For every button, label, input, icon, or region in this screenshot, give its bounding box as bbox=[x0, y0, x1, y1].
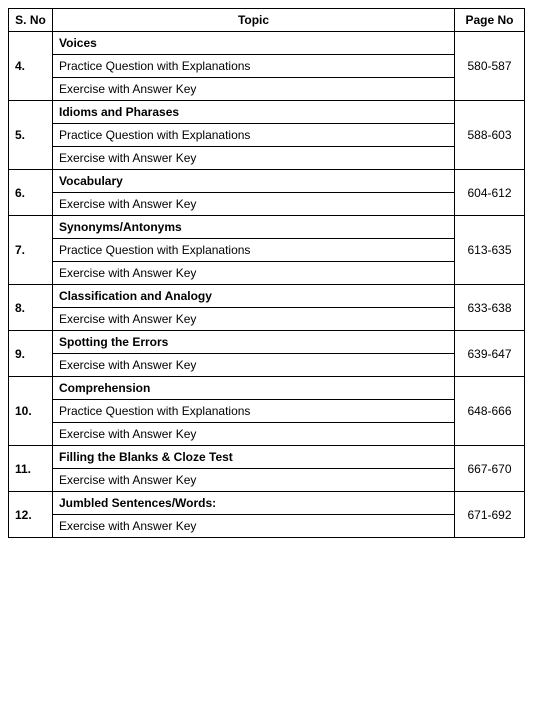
page-cell: 633-638 bbox=[455, 285, 525, 331]
topic-cell: Filling the Blanks & Cloze Test bbox=[53, 446, 455, 469]
table-row: 10.Comprehension648-666 bbox=[9, 377, 525, 400]
header-topic: Topic bbox=[53, 9, 455, 32]
topic-cell: Exercise with Answer Key bbox=[53, 147, 455, 170]
page-cell: 604-612 bbox=[455, 170, 525, 216]
topic-cell: Exercise with Answer Key bbox=[53, 515, 455, 538]
page-cell: 671-692 bbox=[455, 492, 525, 538]
table-row: Exercise with Answer Key bbox=[9, 423, 525, 446]
sno-cell: 10. bbox=[9, 377, 53, 446]
sno-cell: 4. bbox=[9, 32, 53, 101]
table-row: 12.Jumbled Sentences/Words:671-692 bbox=[9, 492, 525, 515]
table-row: Exercise with Answer Key bbox=[9, 515, 525, 538]
sno-cell: 5. bbox=[9, 101, 53, 170]
table-row: 5.Idioms and Pharases588-603 bbox=[9, 101, 525, 124]
topic-cell: Exercise with Answer Key bbox=[53, 469, 455, 492]
topic-cell: Exercise with Answer Key bbox=[53, 78, 455, 101]
page-cell: 588-603 bbox=[455, 101, 525, 170]
topic-cell: Exercise with Answer Key bbox=[53, 423, 455, 446]
header-sno: S. No bbox=[9, 9, 53, 32]
header-row: S. No Topic Page No bbox=[9, 9, 525, 32]
topic-cell: Synonyms/Antonyms bbox=[53, 216, 455, 239]
topic-cell: Spotting the Errors bbox=[53, 331, 455, 354]
topic-cell: Idioms and Pharases bbox=[53, 101, 455, 124]
table-row: Exercise with Answer Key bbox=[9, 147, 525, 170]
table-row: 9.Spotting the Errors639-647 bbox=[9, 331, 525, 354]
sno-cell: 9. bbox=[9, 331, 53, 377]
topic-cell: Practice Question with Explanations bbox=[53, 124, 455, 147]
table-row: Exercise with Answer Key bbox=[9, 308, 525, 331]
table-row: Practice Question with Explanations bbox=[9, 400, 525, 423]
toc-table: S. No Topic Page No 4.Voices580-587Pract… bbox=[8, 8, 525, 538]
table-row: 11.Filling the Blanks & Cloze Test667-67… bbox=[9, 446, 525, 469]
table-row: 4.Voices580-587 bbox=[9, 32, 525, 55]
topic-cell: Exercise with Answer Key bbox=[53, 262, 455, 285]
page-cell: 613-635 bbox=[455, 216, 525, 285]
sno-cell: 11. bbox=[9, 446, 53, 492]
header-page: Page No bbox=[455, 9, 525, 32]
table-row: Practice Question with Explanations bbox=[9, 55, 525, 78]
table-row: 6.Vocabulary604-612 bbox=[9, 170, 525, 193]
topic-cell: Exercise with Answer Key bbox=[53, 193, 455, 216]
page-cell: 667-670 bbox=[455, 446, 525, 492]
table-row: 8.Classification and Analogy633-638 bbox=[9, 285, 525, 308]
page-cell: 639-647 bbox=[455, 331, 525, 377]
table-row: Practice Question with Explanations bbox=[9, 239, 525, 262]
page-cell: 648-666 bbox=[455, 377, 525, 446]
sno-cell: 6. bbox=[9, 170, 53, 216]
table-row: Exercise with Answer Key bbox=[9, 469, 525, 492]
table-row: Exercise with Answer Key bbox=[9, 78, 525, 101]
table-row: 7.Synonyms/Antonyms613-635 bbox=[9, 216, 525, 239]
topic-cell: Practice Question with Explanations bbox=[53, 55, 455, 78]
topic-cell: Comprehension bbox=[53, 377, 455, 400]
topic-cell: Voices bbox=[53, 32, 455, 55]
topic-cell: Practice Question with Explanations bbox=[53, 400, 455, 423]
topic-cell: Exercise with Answer Key bbox=[53, 354, 455, 377]
sno-cell: 8. bbox=[9, 285, 53, 331]
topic-cell: Jumbled Sentences/Words: bbox=[53, 492, 455, 515]
topic-cell: Classification and Analogy bbox=[53, 285, 455, 308]
topic-cell: Practice Question with Explanations bbox=[53, 239, 455, 262]
table-row: Practice Question with Explanations bbox=[9, 124, 525, 147]
topic-cell: Vocabulary bbox=[53, 170, 455, 193]
sno-cell: 12. bbox=[9, 492, 53, 538]
topic-cell: Exercise with Answer Key bbox=[53, 308, 455, 331]
table-row: Exercise with Answer Key bbox=[9, 193, 525, 216]
sno-cell: 7. bbox=[9, 216, 53, 285]
table-row: Exercise with Answer Key bbox=[9, 262, 525, 285]
table-row: Exercise with Answer Key bbox=[9, 354, 525, 377]
page-cell: 580-587 bbox=[455, 32, 525, 101]
